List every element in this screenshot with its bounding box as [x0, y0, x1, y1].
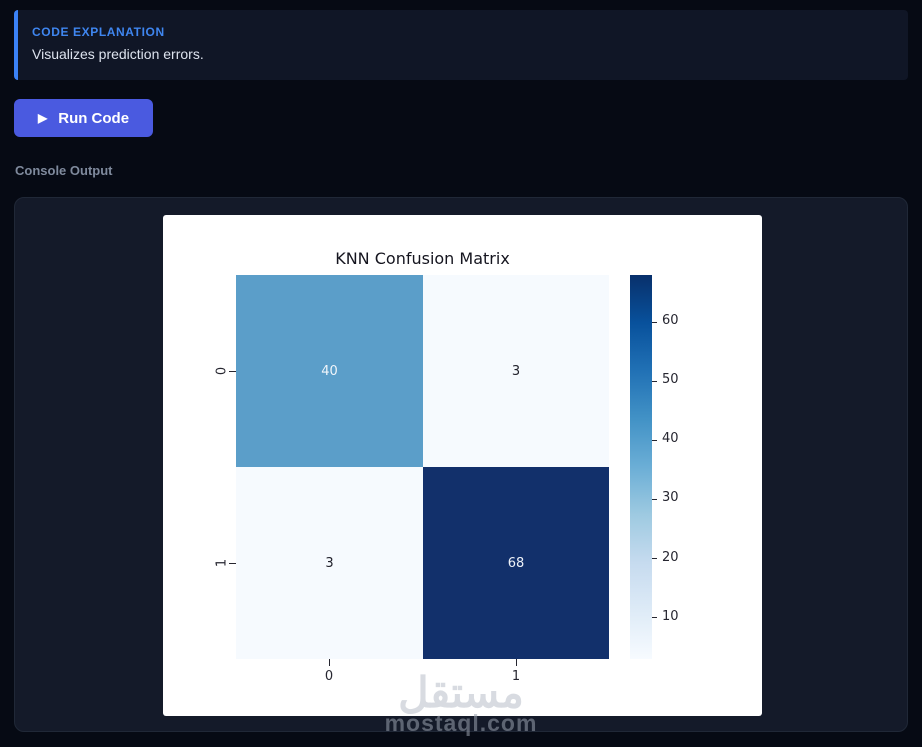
colorbar-tick-label: 20 [662, 549, 679, 565]
heatmap-cell-0-0: 40 [236, 275, 423, 467]
colorbar-tick-mark [652, 380, 657, 382]
heatmap-cell-1-1: 68 [423, 467, 609, 659]
colorbar [630, 275, 652, 659]
colorbar-tick-label: 40 [662, 431, 679, 447]
y-tick-label-0: 0 [214, 366, 230, 376]
confusion-matrix-heatmap: 40 3 3 68 [236, 275, 609, 659]
colorbar-tick-mark [652, 498, 657, 500]
x-tick-mark [516, 659, 517, 666]
x-tick-label-0: 0 [324, 669, 334, 684]
x-tick-mark [329, 659, 330, 666]
colorbar-tick-label: 30 [662, 490, 679, 506]
chart-card: KNN Confusion Matrix 40 3 3 68 0 1 0 1 10 20… [163, 215, 762, 716]
chart-title: KNN Confusion Matrix [335, 249, 510, 268]
console-output-panel: KNN Confusion Matrix 40 3 3 68 0 1 0 1 10 20… [14, 197, 908, 736]
colorbar-tick-label: 10 [662, 608, 679, 624]
y-tick-mark [229, 371, 236, 372]
code-explanation-label: CODE EXPLANATION [32, 25, 165, 39]
code-explanation-text: Visualizes prediction errors. [32, 46, 204, 62]
run-code-label: Run Code [58, 109, 130, 127]
y-tick-mark [229, 563, 236, 564]
colorbar-tick-mark [652, 439, 657, 441]
console-output-label: Console Output [15, 163, 113, 178]
colorbar-tick-mark [652, 321, 657, 323]
colorbar-tick-mark [652, 617, 657, 619]
page: { "explanation": { "label": "CODE EXPLAN… [0, 10, 922, 747]
run-code-button[interactable]: ▶ Run Code [14, 99, 154, 137]
play-icon: ▶ [38, 111, 48, 125]
heatmap-cell-0-1: 3 [423, 275, 609, 467]
heatmap-cell-1-0: 3 [236, 467, 423, 659]
x-tick-label-1: 1 [511, 669, 521, 684]
y-tick-label-1: 1 [214, 558, 230, 568]
colorbar-ticks: 10 20 30 40 50 60 [652, 275, 712, 659]
colorbar-tick-label: 60 [662, 313, 679, 329]
colorbar-tick-label: 50 [662, 372, 679, 388]
code-explanation-panel: CODE EXPLANATION Visualizes prediction e… [14, 10, 908, 80]
colorbar-tick-mark [652, 558, 657, 560]
